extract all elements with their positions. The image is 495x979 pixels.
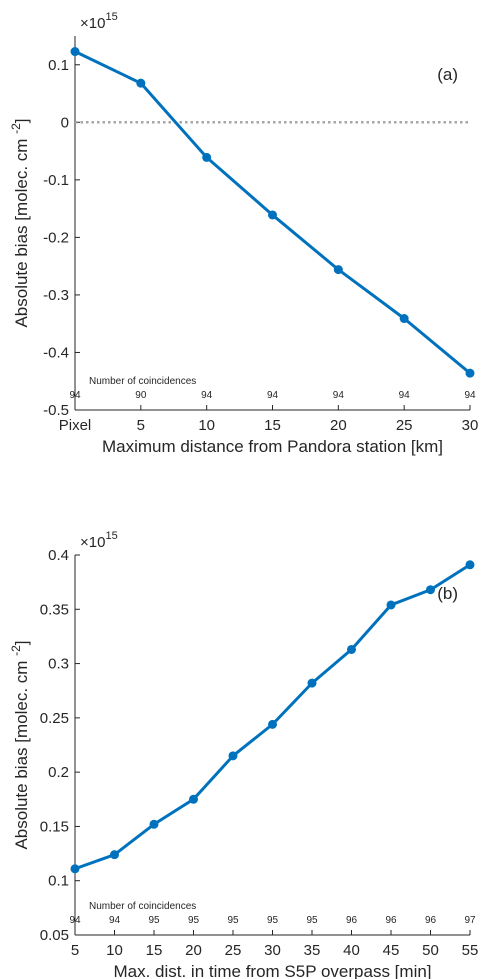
data-point xyxy=(149,819,159,829)
y-tick-label: 0.15 xyxy=(40,818,69,835)
data-point xyxy=(268,719,277,729)
data-point xyxy=(70,864,80,874)
x-tick-label: 30 xyxy=(264,942,281,959)
coincidence-count: 96 xyxy=(425,915,437,926)
x-tick-label: 25 xyxy=(396,417,413,434)
x-tick-label: 15 xyxy=(264,417,281,434)
data-point xyxy=(189,794,198,804)
data-point xyxy=(399,314,409,324)
x-tick-label: 20 xyxy=(330,417,347,434)
data-point xyxy=(202,152,212,162)
coincidence-count: 94 xyxy=(201,390,213,401)
exponent-label: ×1015 xyxy=(80,530,118,551)
coincidence-count: 94 xyxy=(399,390,411,401)
y-axis-label-end: ] xyxy=(12,118,31,123)
data-point xyxy=(333,265,343,275)
exponent-label: ×1015 xyxy=(80,11,118,32)
x-axis-label: Max. dist. in time from S5P overpass [mi… xyxy=(113,962,431,979)
y-tick-label: 0.25 xyxy=(40,710,69,727)
coincidence-count: 90 xyxy=(135,390,147,401)
x-tick-label: 15 xyxy=(146,942,163,959)
coincidence-count: 96 xyxy=(385,915,397,926)
data-point xyxy=(136,78,146,88)
x-tick-label: 25 xyxy=(225,942,242,959)
y-axis-label-main: Absolute bias [molec. cm xyxy=(12,134,31,328)
data-point xyxy=(228,751,238,761)
y-tick-label: 0.1 xyxy=(48,873,69,890)
coincidence-count: 94 xyxy=(109,915,121,926)
y-tick-label: 0.05 xyxy=(40,927,69,944)
coincidence-count: 95 xyxy=(227,915,239,926)
y-axis-label: Absolute bias [molec. cm -2] xyxy=(9,118,31,327)
x-tick-label: 55 xyxy=(462,942,479,959)
x-tick-label: 10 xyxy=(198,417,215,434)
data-point xyxy=(307,678,317,688)
coincidence-count: 95 xyxy=(306,915,318,926)
data-point xyxy=(70,47,80,57)
panel-label: (b) xyxy=(437,584,458,603)
y-tick-label: 0.3 xyxy=(48,656,69,673)
coincidence-count: 94 xyxy=(267,390,279,401)
coincidence-count: 95 xyxy=(188,915,200,926)
coincidence-count: 94 xyxy=(333,390,345,401)
coincidence-count: 95 xyxy=(148,915,160,926)
exponent-power: 15 xyxy=(105,530,117,542)
y-axis-label-superscript: -2 xyxy=(9,123,23,134)
exponent-base: ×10 xyxy=(80,534,105,551)
y-axis-label: Absolute bias [molec. cm -2] xyxy=(9,640,31,849)
y-tick-label: 0.4 xyxy=(48,547,69,564)
coincidences-title: Number of coincidences xyxy=(89,376,196,387)
y-tick-label: 0 xyxy=(61,114,69,131)
x-tick-label: 20 xyxy=(185,942,202,959)
series-line xyxy=(74,563,471,871)
y-tick-label: 0.35 xyxy=(40,601,69,618)
coincidence-count: 96 xyxy=(346,915,358,926)
coincidence-count: 94 xyxy=(69,915,81,926)
y-tick-label: 0.2 xyxy=(48,764,69,781)
x-tick-label: 40 xyxy=(343,942,360,959)
y-tick-label: 0.1 xyxy=(48,57,69,74)
data-point xyxy=(268,210,277,220)
y-tick-label: -0.4 xyxy=(43,344,69,361)
data-point xyxy=(465,368,475,378)
x-tick-label: 45 xyxy=(383,942,400,959)
exponent-power: 15 xyxy=(105,11,117,23)
y-tick-label: -0.2 xyxy=(43,229,69,246)
exponent-base: ×10 xyxy=(80,15,105,32)
coincidences-title: Number of coincidences xyxy=(89,901,196,912)
data-point xyxy=(426,585,435,595)
x-tick-label: 10 xyxy=(106,942,123,959)
coincidence-count: 95 xyxy=(267,915,279,926)
x-tick-label: 30 xyxy=(462,417,479,434)
y-axis-label-end: ] xyxy=(12,640,31,645)
x-tick-label: 5 xyxy=(137,417,145,434)
y-tick-label: -0.5 xyxy=(43,402,69,419)
coincidence-count: 97 xyxy=(464,915,476,926)
y-axis-label-main: Absolute bias [molec. cm xyxy=(12,656,31,850)
data-point xyxy=(110,850,119,860)
coincidence-count: 94 xyxy=(464,390,476,401)
x-tick-label: 50 xyxy=(422,942,439,959)
x-tick-label: 5 xyxy=(71,942,79,959)
coincidence-count: 94 xyxy=(69,390,81,401)
x-tick-label: Pixel xyxy=(59,417,92,434)
x-axis-label: Maximum distance from Pandora station [k… xyxy=(102,437,443,456)
data-point xyxy=(386,600,396,610)
y-axis-label-superscript: -2 xyxy=(9,645,23,656)
y-tick-label: -0.1 xyxy=(43,172,69,189)
chart-panel-2: 0.4 0.35 0.3 0.25 0.2 0.15 0.1 0.055 10 15 20 25 30 3… xyxy=(9,530,478,979)
data-point xyxy=(347,644,356,654)
y-tick-label: -0.3 xyxy=(43,287,69,304)
data-point xyxy=(465,560,475,570)
x-tick-label: 35 xyxy=(304,942,321,959)
panel-label: (a) xyxy=(437,65,458,84)
